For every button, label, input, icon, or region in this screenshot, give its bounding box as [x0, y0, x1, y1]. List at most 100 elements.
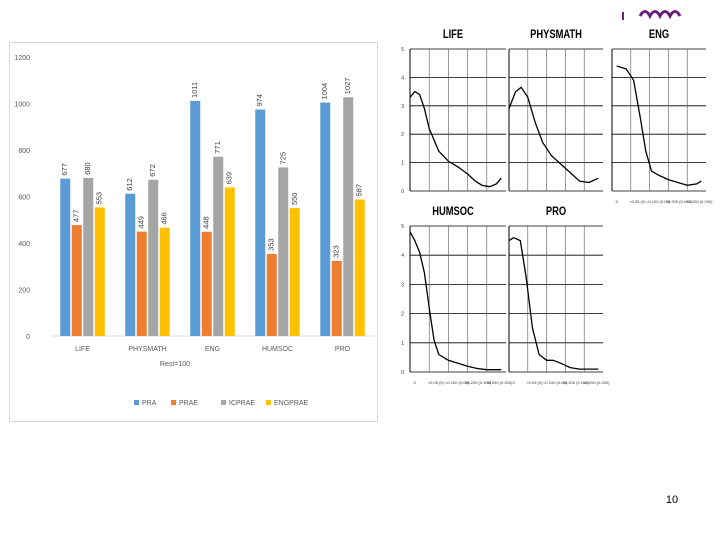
y-tick-label: 0 [401, 189, 404, 195]
x-tick-label: <0.05 (0) [629, 199, 646, 204]
legend-label: ENGPRAE [274, 400, 309, 407]
line-chart-title: HUMSOC [432, 204, 474, 218]
bar [83, 177, 94, 336]
data-label: 612 [125, 178, 134, 191]
bar [159, 227, 170, 336]
bar-chart: 0 200 400 600 800 1000 1200 677 477 680 553 LIFE 612… [14, 55, 375, 407]
y-tick-label: 200 [18, 288, 30, 295]
line-chart-svg: 0 <0.05 (0) <0.100 (0.05)<0.200 (0.100)<0.… [611, 48, 713, 204]
category-label: ENG [205, 346, 220, 353]
line-chart-title: PHYSMATH [530, 27, 582, 41]
bar [224, 187, 235, 336]
bar [94, 207, 105, 336]
logo-mark [622, 10, 682, 20]
y-tick-label: 0 [26, 334, 30, 341]
y-tick-label: 3 [401, 104, 404, 110]
bar [289, 208, 300, 336]
legend-swatch [134, 400, 139, 405]
data-label: 1011 [190, 82, 199, 98]
data-label: 1027 [343, 78, 352, 95]
bar [201, 231, 212, 336]
category-label: PRO [335, 346, 351, 353]
y-tick-label: 800 [18, 148, 30, 155]
line-chart-eng: ENG 0 <0.05 (0) <0.100 (0.05) <0.200 (0.100)… [610, 27, 713, 204]
line-chart-title: LIFE [442, 27, 464, 41]
bar [136, 231, 147, 336]
x-tick-label: <0.250 (0.200) [686, 199, 713, 204]
data-label: 587 [355, 184, 364, 197]
bar [343, 97, 354, 336]
data-label: 725 [278, 152, 287, 165]
x-tick-label: <0.250 (0.200) [486, 380, 513, 385]
y-tick-label: 600 [18, 195, 30, 202]
series-line [409, 231, 502, 371]
y-tick-label: 5 [401, 224, 404, 230]
line-chart-svg [508, 48, 603, 192]
data-label: 677 [60, 163, 69, 176]
x-tick-label: <0.200 (0.100) [465, 380, 492, 385]
legend-swatch [221, 400, 226, 405]
line-chart-physmath: PHYSMATH [507, 27, 605, 193]
y-tick-label: 1000 [14, 102, 30, 109]
bar [60, 178, 71, 336]
y-tick-label: 1 [401, 161, 404, 167]
series-line [616, 65, 702, 186]
data-label: 323 [332, 245, 341, 258]
data-label: 680 [83, 162, 92, 175]
category-label: HUMSOC [262, 346, 293, 353]
bar [266, 253, 277, 336]
category-label: PHYSMATH [128, 346, 166, 353]
legend-label: ICPRAE [229, 400, 255, 407]
line-chart-pro: PRO 0 <0.05 (0) <0.100 (0.05) <0.200 (0.100)… [507, 204, 610, 385]
data-label: 974 [255, 94, 264, 107]
line-chart-life: LIFE 0 1 2 3 4 5 [398, 27, 508, 195]
data-label: 553 [95, 192, 104, 205]
bar [148, 179, 159, 336]
y-tick-label: 400 [18, 241, 30, 248]
data-label: 550 [290, 193, 299, 206]
data-label: 466 [160, 212, 169, 225]
page-number: 10 [665, 494, 679, 506]
y-tick-label: 4 [401, 75, 404, 81]
x-tick-label: <0.100 (0.05) [646, 199, 671, 204]
series-line [508, 237, 599, 370]
x-axis-title: Rest=100 [160, 361, 190, 368]
x-tick-label: 0 [513, 380, 516, 385]
data-label: 448 [202, 216, 211, 229]
x-tick-label: <0.250 (0.200) [583, 380, 610, 385]
x-tick-label: 0 [616, 199, 619, 204]
x-tick-label: <0.200 (0.100) [563, 380, 590, 385]
data-label: 639 [225, 172, 234, 185]
y-tick-label: 2 [401, 132, 404, 138]
x-tick-label: 0 [414, 380, 417, 385]
legend-swatch [266, 400, 271, 405]
x-tick-label: <0.05 (0) [526, 380, 543, 385]
y-tick-label: 3 [401, 282, 404, 288]
line-chart-svg: 0 <0.05 (0) <0.100 (0.05)<0.200 (0.100)<0.… [508, 225, 610, 385]
line-chart-humsoc: HUMSOC 0 1 2 3 4 5 0 <0.05 (0) <0.100 (0.05) <0.20… [398, 204, 513, 385]
line-chart-title: PRO [545, 204, 567, 218]
data-label: 1004 [320, 83, 329, 100]
x-tick-label: <0.100 (0.05) [543, 380, 568, 385]
bar-chart-panel: 0 200 400 600 800 1000 1200 677 477 680 553 LIFE 612… [9, 42, 378, 422]
line-chart-svg: 0 1 2 3 4 5 [401, 47, 506, 195]
y-tick-label: 5 [401, 47, 404, 53]
y-tick-label: 4 [401, 253, 404, 259]
legend-label: PRAE [179, 400, 198, 407]
bar [331, 260, 342, 336]
bar [213, 156, 224, 336]
y-tick-label: 2 [401, 312, 404, 318]
legend-swatch [171, 400, 176, 405]
line-chart-svg: 0 1 2 3 4 5 0 <0.05 (0) <0.100 (0.05)<0.200 (0.1… [401, 224, 513, 385]
bar [354, 199, 365, 336]
bar [255, 109, 266, 336]
data-label: 771 [213, 141, 222, 154]
bar [125, 193, 136, 336]
bar [71, 225, 82, 336]
y-tick-label: 1200 [14, 55, 30, 62]
data-label: 672 [148, 164, 157, 177]
series-line [508, 86, 599, 184]
bar [190, 100, 201, 336]
category-label: LIFE [75, 346, 90, 353]
line-chart-title: ENG [648, 27, 670, 41]
